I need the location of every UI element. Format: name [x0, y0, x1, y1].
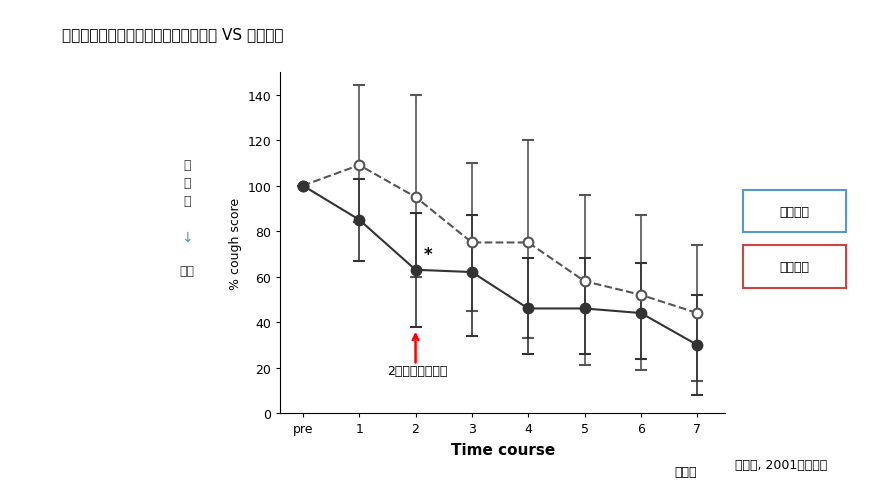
- Text: メジコン: メジコン: [780, 205, 809, 218]
- Y-axis label: % cough score: % cough score: [229, 197, 242, 289]
- Text: ↓: ↓: [181, 231, 193, 245]
- Text: 2週目で改善あり: 2週目で改善あり: [387, 365, 448, 378]
- Text: かぜ症候群後咳嗽への麦門冬湯の効果 VS メジコン: かぜ症候群後咳嗽への麦門冬湯の効果 VS メジコン: [62, 28, 284, 43]
- Text: 改善: 改善: [180, 264, 194, 277]
- Text: 藤森ら, 2001より引用: 藤森ら, 2001より引用: [735, 458, 828, 471]
- Text: *: *: [424, 245, 433, 264]
- Text: 咳
症
状: 咳 症 状: [183, 158, 190, 207]
- X-axis label: Time course: Time course: [450, 442, 555, 457]
- Text: 麦門冬湯: 麦門冬湯: [780, 261, 809, 273]
- Text: （週）: （週）: [675, 465, 697, 478]
